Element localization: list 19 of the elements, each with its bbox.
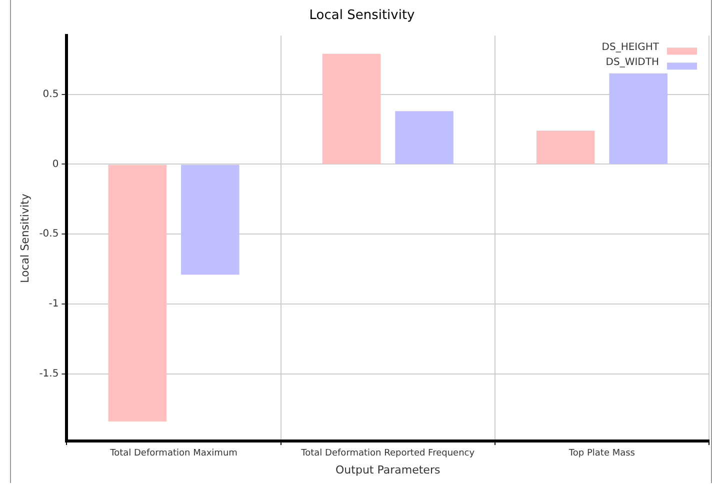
bar	[395, 111, 454, 164]
x-tick-label: Total Deformation Maximum	[109, 448, 238, 459]
chart-title: Local Sensitivity	[309, 8, 416, 24]
y-tick-label: 0.5	[42, 88, 59, 100]
legend-label: DS_WIDTH	[606, 57, 659, 68]
x-tick-label: Total Deformation Reported Frequency	[300, 448, 476, 459]
bar	[536, 130, 595, 164]
y-tick-label: -0.5	[39, 228, 59, 240]
y-tick-label: 0	[52, 158, 59, 170]
legend-label: DS_HEIGHT	[602, 42, 660, 54]
y-tick-label: -1.5	[39, 368, 59, 380]
bar	[108, 164, 166, 422]
x-tick-label: Top Plate Mass	[568, 448, 636, 459]
y-tick-label: -1	[48, 298, 59, 310]
y-axis-title: Local Sensitivity	[18, 193, 32, 283]
x-axis-title: Output Parameters	[336, 463, 440, 476]
bar	[609, 73, 668, 164]
bar	[181, 164, 240, 275]
bar	[322, 54, 381, 164]
